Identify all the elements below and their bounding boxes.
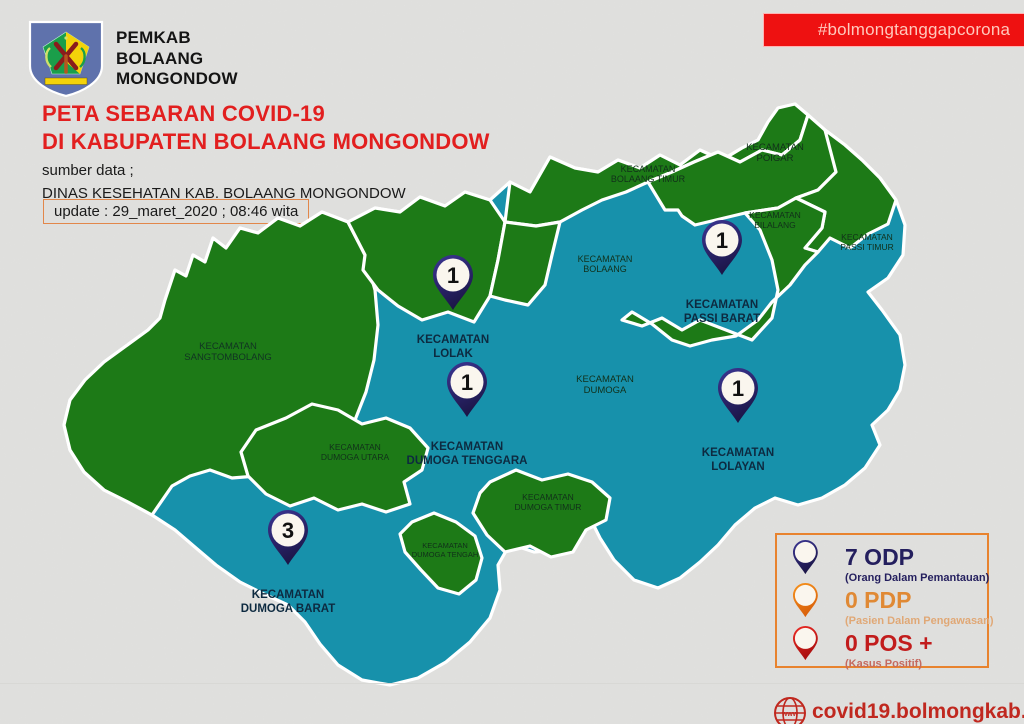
svg-text:7 ODP: 7 ODP — [845, 544, 914, 570]
svg-text:www: www — [781, 711, 799, 718]
svg-text:0 PDP: 0 PDP — [845, 587, 911, 613]
svg-text:(Orang Dalam Pemantauan): (Orang Dalam Pemantauan) — [845, 572, 990, 584]
svg-text:(Pasien Dalam Pengawasan): (Pasien Dalam Pengawasan) — [845, 615, 994, 627]
svg-text:(Kasus Positif): (Kasus Positif) — [845, 658, 922, 670]
svg-text:0 POS +: 0 POS + — [845, 630, 933, 656]
